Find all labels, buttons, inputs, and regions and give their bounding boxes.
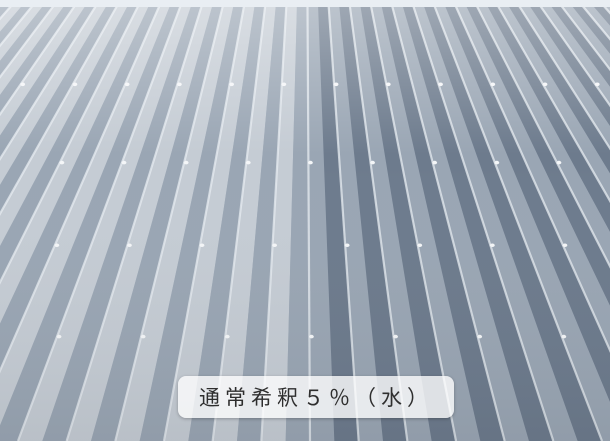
caption-box: 通常希釈５％（水） bbox=[178, 376, 454, 418]
sky-strip bbox=[0, 0, 610, 7]
caption-text: 通常希釈５％（水） bbox=[199, 386, 433, 410]
